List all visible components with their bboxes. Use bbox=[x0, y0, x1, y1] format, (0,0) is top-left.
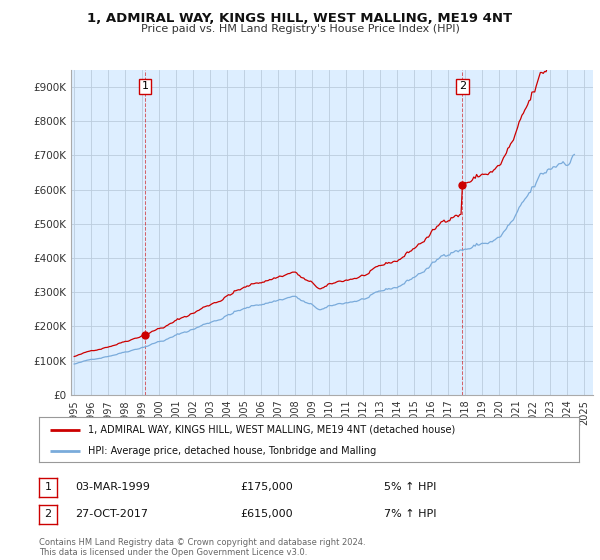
Text: 03-MAR-1999: 03-MAR-1999 bbox=[75, 482, 150, 492]
Text: 2: 2 bbox=[458, 81, 466, 91]
Text: £175,000: £175,000 bbox=[240, 482, 293, 492]
Text: 5% ↑ HPI: 5% ↑ HPI bbox=[384, 482, 436, 492]
Text: £615,000: £615,000 bbox=[240, 509, 293, 519]
Text: 27-OCT-2017: 27-OCT-2017 bbox=[75, 509, 148, 519]
Text: 1: 1 bbox=[142, 81, 149, 91]
Text: 1: 1 bbox=[44, 482, 52, 492]
Text: 7% ↑ HPI: 7% ↑ HPI bbox=[384, 509, 437, 519]
Text: 1, ADMIRAL WAY, KINGS HILL, WEST MALLING, ME19 4NT: 1, ADMIRAL WAY, KINGS HILL, WEST MALLING… bbox=[88, 12, 512, 25]
Text: HPI: Average price, detached house, Tonbridge and Malling: HPI: Average price, detached house, Tonb… bbox=[88, 446, 376, 456]
Text: 1, ADMIRAL WAY, KINGS HILL, WEST MALLING, ME19 4NT (detached house): 1, ADMIRAL WAY, KINGS HILL, WEST MALLING… bbox=[88, 424, 455, 435]
Text: Contains HM Land Registry data © Crown copyright and database right 2024.
This d: Contains HM Land Registry data © Crown c… bbox=[39, 538, 365, 557]
Text: 2: 2 bbox=[44, 509, 52, 519]
Text: Price paid vs. HM Land Registry's House Price Index (HPI): Price paid vs. HM Land Registry's House … bbox=[140, 24, 460, 34]
